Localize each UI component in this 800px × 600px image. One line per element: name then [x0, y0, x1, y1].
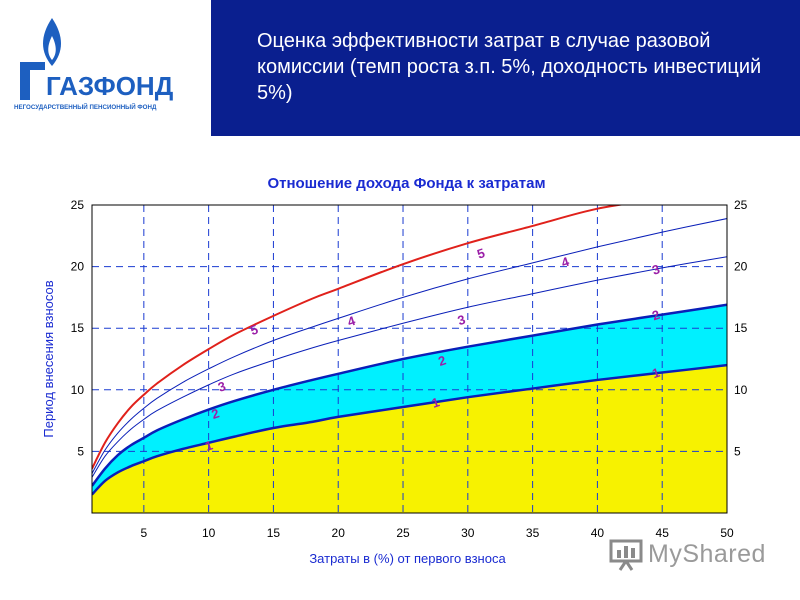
x-tick-label: 15	[267, 526, 281, 540]
series-label-3: 3	[456, 312, 468, 329]
y-axis-label: Период внесения взносов	[41, 280, 56, 437]
series-label-1: 1	[650, 365, 662, 382]
chart-title: Отношение дохода Фонда к затратам	[267, 175, 545, 192]
y-tick-label-right: 5	[734, 444, 741, 458]
series-line-4	[92, 218, 727, 474]
x-tick-label: 25	[396, 526, 410, 540]
series-label-4: 4	[346, 313, 358, 330]
fill-area-0	[92, 365, 727, 513]
watermark: MyShared	[608, 538, 778, 572]
fill-area-1	[92, 304, 727, 495]
y-tick-label-right: 25	[734, 198, 748, 212]
slide-title: Оценка эффективности затрат в случае раз…	[257, 30, 762, 104]
series-label-2: 2	[210, 405, 222, 422]
chart-lines	[92, 205, 727, 496]
y-tick-label-left: 10	[71, 383, 85, 397]
series-label-3: 3	[216, 378, 228, 395]
x-axis-label: Затраты в (%) от первого взноса	[309, 551, 506, 566]
y-tick-label-right: 20	[734, 260, 748, 274]
series-line-5	[92, 205, 625, 470]
series-label-2: 2	[436, 352, 448, 369]
x-tick-label: 10	[202, 526, 216, 540]
gazfond-logo-icon: ГАЗФОНД НЕГОСУДАРСТВЕННЫЙ ПЕНСИОННЫЙ ФОН…	[14, 18, 174, 111]
x-tick-label: 35	[526, 526, 540, 540]
series-label-4: 4	[559, 254, 571, 271]
series-labels: 1 1 1 2 2 2 3 3 3 4 4 5 5	[203, 245, 662, 454]
presentation-icon	[609, 539, 643, 571]
logo-subtitle: НЕГОСУДАРСТВЕННЫЙ ПЕНСИОННЫЙ ФОНД	[14, 103, 157, 111]
series-label-5: 5	[475, 245, 487, 262]
series-label-3: 3	[650, 261, 662, 278]
y-tick-label-left: 5	[77, 444, 84, 458]
y-tick-label-right: 10	[734, 383, 748, 397]
series-line-3	[92, 256, 727, 478]
logo-brand: ГАЗФОНД	[46, 71, 174, 101]
x-tick-label: 45	[656, 526, 670, 540]
y-tick-label-right: 15	[734, 321, 748, 335]
chart-fills	[92, 304, 727, 513]
series-label-1: 1	[430, 394, 442, 411]
x-tick-label: 50	[720, 526, 734, 540]
x-tick-label: 40	[591, 526, 605, 540]
y-tick-label-left: 25	[71, 198, 85, 212]
y-tick-label-left: 20	[71, 260, 85, 274]
series-line-1	[92, 363, 727, 496]
series-label-1: 1	[203, 437, 215, 454]
x-tick-label: 20	[332, 526, 346, 540]
x-tick-label: 30	[461, 526, 475, 540]
logo: ГАЗФОНД НЕГОСУДАРСТВЕННЫЙ ПЕНСИОННЫЙ ФОН…	[0, 0, 210, 136]
y-tick-label-left: 15	[71, 321, 85, 335]
series-line-2	[92, 303, 727, 487]
chart-grid	[92, 205, 727, 513]
series-label-2: 2	[650, 307, 662, 324]
plot-frame	[91, 204, 728, 514]
title-banner: Оценка эффективности затрат в случае раз…	[211, 0, 800, 136]
watermark-text: MyShared	[648, 540, 766, 568]
x-tick-label: 5	[140, 526, 147, 540]
series-label-5: 5	[248, 322, 260, 339]
